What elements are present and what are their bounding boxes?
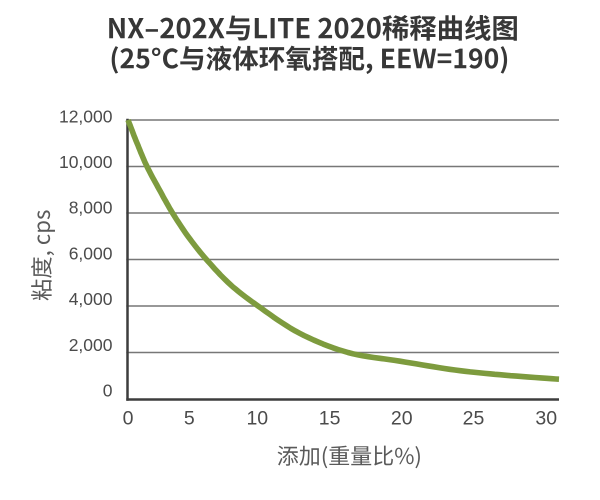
svg-text:6,000: 6,000 xyxy=(69,244,113,264)
svg-text:0: 0 xyxy=(123,408,134,430)
svg-text:10: 10 xyxy=(246,408,268,430)
svg-text:8,000: 8,000 xyxy=(69,198,113,218)
svg-text:5: 5 xyxy=(184,408,195,430)
svg-text:10,000: 10,000 xyxy=(59,152,113,172)
svg-text:4,000: 4,000 xyxy=(69,289,113,309)
svg-text:0: 0 xyxy=(103,381,113,401)
svg-text:20: 20 xyxy=(391,408,413,430)
svg-text:12,000: 12,000 xyxy=(59,106,113,126)
svg-text:25: 25 xyxy=(463,408,485,430)
svg-text:15: 15 xyxy=(319,408,341,430)
svg-text:2,000: 2,000 xyxy=(69,335,113,355)
svg-text:30: 30 xyxy=(535,408,557,430)
